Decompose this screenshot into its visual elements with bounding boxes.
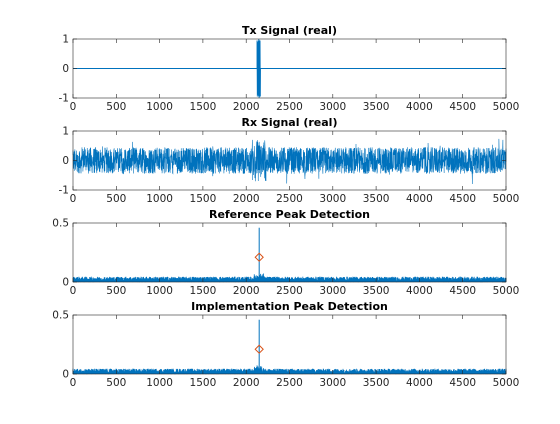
x-tick-label: 3000 [319, 285, 346, 297]
y-tick-label: 0 [62, 369, 69, 381]
x-tick-label: 3500 [363, 377, 390, 389]
y-tick-label: -1 [59, 93, 69, 105]
x-tick-label: 1500 [190, 377, 217, 389]
x-tick-label: 1000 [146, 101, 173, 113]
x-tick-label: 500 [106, 101, 126, 113]
y-tick-label: 0.5 [52, 218, 69, 230]
x-tick-label: 1000 [146, 285, 173, 297]
rx-signal-line [72, 138, 507, 184]
x-tick-label: 2000 [233, 193, 260, 205]
y-tick-label: 0.5 [52, 310, 69, 322]
chart-panel-3: 0 500 1000 1500 2000 2500 3000 3500 4000 4500 5000… [52, 208, 519, 297]
x-tick-label: 2500 [276, 377, 303, 389]
x-tick-label: 500 [106, 193, 126, 205]
x-tick-label: 0 [70, 101, 77, 113]
peak-marker [254, 252, 264, 262]
x-tick-label: 0 [70, 193, 77, 205]
x-tick-label: 4500 [449, 377, 476, 389]
x-tick-label: 0 [70, 377, 77, 389]
x-tick-label: 5000 [493, 285, 520, 297]
y-tick-label: -1 [59, 185, 69, 197]
x-tick-label: 1500 [190, 101, 217, 113]
x-tick-label: 2000 [233, 377, 260, 389]
y-tick-label: 1 [62, 126, 69, 138]
tx-signal-line [73, 39, 506, 98]
x-tick-label: 5000 [493, 377, 520, 389]
chart-title: Rx Signal (real) [242, 116, 338, 129]
x-tick-label: 1500 [190, 285, 217, 297]
peak-marker [254, 344, 264, 354]
x-tick-label: 4500 [449, 101, 476, 113]
x-tick-label: 4000 [406, 101, 433, 113]
x-tick-label: 1000 [146, 377, 173, 389]
x-tick-label: 4000 [406, 285, 433, 297]
x-tick-label: 2000 [233, 285, 260, 297]
y-tick-label: 0 [62, 155, 69, 167]
chart-title: Implementation Peak Detection [191, 300, 388, 313]
axes-background [73, 315, 506, 374]
x-tick-label: 2500 [276, 101, 303, 113]
chart-title: Reference Peak Detection [209, 208, 370, 221]
chart-title: Tx Signal (real) [242, 24, 337, 37]
x-tick-label: 2000 [233, 101, 260, 113]
x-tick-label: 5000 [493, 101, 520, 113]
x-tick-label: 2500 [276, 193, 303, 205]
x-tick-label: 4000 [406, 193, 433, 205]
x-tick-label: 500 [106, 285, 126, 297]
x-tick-label: 4000 [406, 377, 433, 389]
x-tick-label: 3000 [319, 377, 346, 389]
y-tick-label: 1 [62, 34, 69, 46]
x-tick-label: 0 [70, 285, 77, 297]
x-tick-label: 3500 [363, 193, 390, 205]
x-tick-label: 3000 [319, 193, 346, 205]
x-tick-label: 5000 [493, 193, 520, 205]
x-tick-label: 4500 [449, 193, 476, 205]
chart-panel-4: 0 500 1000 1500 2000 2500 3000 3500 4000 4500 5000… [52, 300, 519, 389]
x-tick-label: 500 [106, 377, 126, 389]
x-tick-label: 1500 [190, 193, 217, 205]
axes-background [73, 223, 506, 282]
chart-panel-1: 0 500 1000 1500 2000 2500 3000 3500 4000 4500 5000… [59, 24, 520, 113]
x-tick-label: 3500 [363, 285, 390, 297]
x-tick-label: 2500 [276, 285, 303, 297]
x-tick-label: 1000 [146, 193, 173, 205]
y-tick-label: 0 [62, 63, 69, 75]
y-tick-label: 0 [62, 277, 69, 289]
x-tick-label: 3000 [319, 101, 346, 113]
x-tick-label: 3500 [363, 101, 390, 113]
x-tick-label: 4500 [449, 285, 476, 297]
chart-panel-2: 0 500 1000 1500 2000 2500 3000 3500 4000 4500 5000… [59, 116, 520, 205]
